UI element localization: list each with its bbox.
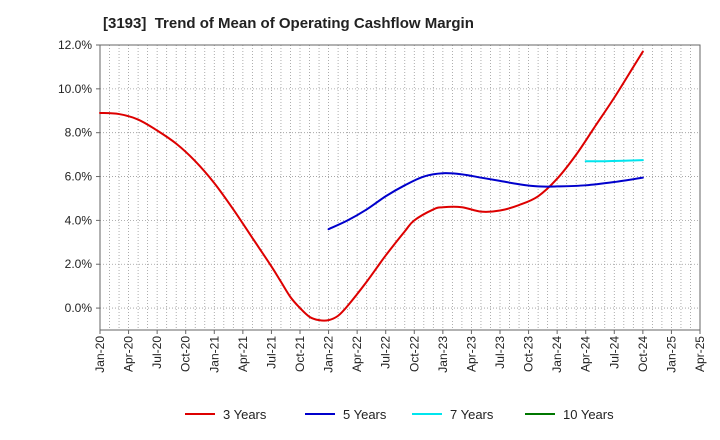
x-tick-label: Oct-23 bbox=[522, 336, 536, 372]
x-tick-label: Jan-22 bbox=[322, 336, 336, 373]
x-tick-label: Apr-24 bbox=[579, 336, 593, 372]
x-tick-label: Jan-20 bbox=[93, 336, 107, 373]
legend-label-5-years: 5 Years bbox=[343, 407, 387, 422]
x-tick-label: Jul-22 bbox=[379, 336, 393, 369]
x-tick-label: Jan-25 bbox=[664, 336, 678, 373]
series-layer bbox=[99, 50, 644, 322]
x-tick-label: Jul-24 bbox=[607, 336, 621, 369]
y-tick-label: 12.0% bbox=[58, 38, 92, 52]
x-tick-label: Apr-22 bbox=[350, 336, 364, 372]
x-tick-label: Jan-23 bbox=[436, 336, 450, 373]
y-tick-label: 0.0% bbox=[65, 301, 93, 315]
x-tick-label: Apr-23 bbox=[464, 336, 478, 372]
x-tick-label: Apr-25 bbox=[693, 336, 707, 372]
axis-layer: 0.0% 2.0% 4.0% 6.0% 8.0% 10.0% 12.0% Jan-20 Apr-… bbox=[58, 38, 707, 373]
y-tick-label: 6.0% bbox=[65, 170, 93, 184]
series-line-7-years bbox=[584, 159, 644, 163]
series-line-5-years bbox=[327, 172, 644, 231]
plot-frame bbox=[99, 44, 701, 331]
x-tick-label: Oct-22 bbox=[407, 336, 421, 372]
x-tick-label: Jan-21 bbox=[207, 336, 221, 373]
x-tick-label: Oct-24 bbox=[636, 336, 650, 372]
series-line-3-years bbox=[99, 50, 644, 322]
legend-label-7-years: 7 Years bbox=[450, 407, 494, 422]
x-tick-label: Jul-20 bbox=[150, 336, 164, 369]
y-tick-label: 8.0% bbox=[65, 126, 93, 140]
legend-label-3-years: 3 Years bbox=[223, 407, 267, 422]
x-tick-label: Apr-21 bbox=[236, 336, 250, 372]
x-tick-label: Jan-24 bbox=[550, 336, 564, 373]
chart-title: [3193] Trend of Mean of Operating Cashfl… bbox=[103, 15, 474, 32]
y-tick-label: 10.0% bbox=[58, 82, 92, 96]
x-tick-label: Oct-20 bbox=[179, 336, 193, 372]
legend-label-10-years: 10 Years bbox=[563, 407, 614, 422]
y-tick-label: 2.0% bbox=[65, 257, 93, 271]
x-tick-label: Oct-21 bbox=[293, 336, 307, 372]
y-tick-label: 4.0% bbox=[65, 213, 93, 227]
x-tick-label: Apr-20 bbox=[122, 336, 136, 372]
x-tick-label: Jul-23 bbox=[493, 336, 507, 369]
legend-layer: 3 Years 5 Years 7 Years 10 Years bbox=[185, 407, 614, 422]
x-tick-label: Jul-21 bbox=[264, 336, 278, 369]
